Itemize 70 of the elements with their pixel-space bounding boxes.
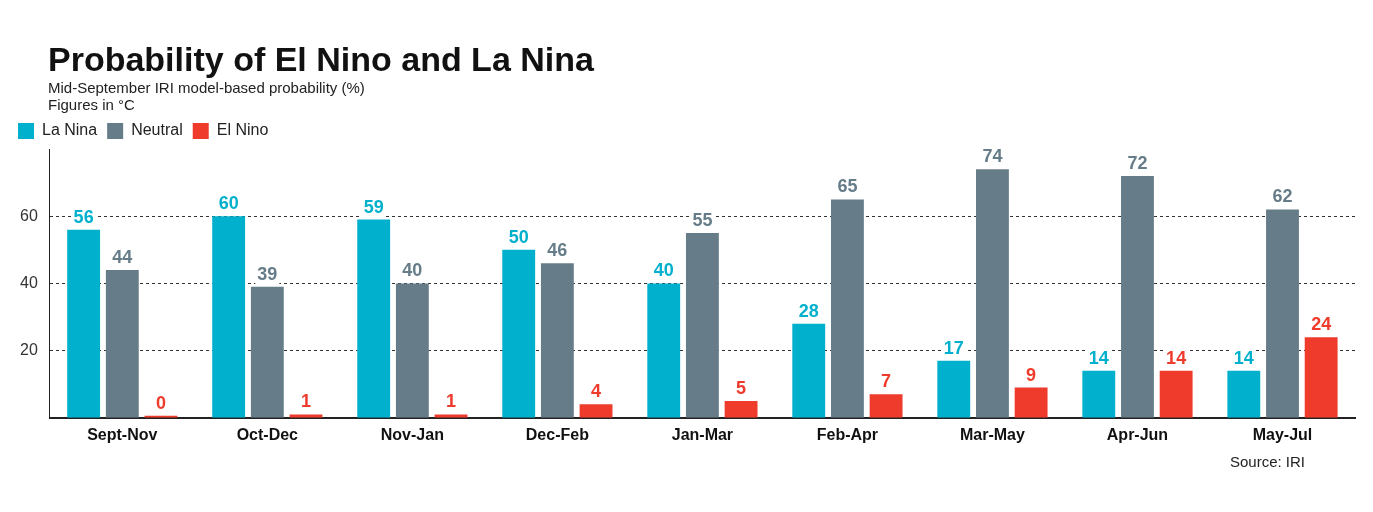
chart-title: Probability of El Nino and La Nina bbox=[48, 40, 595, 79]
data-label: 5 bbox=[736, 377, 747, 398]
x-tick-label: Dec-Feb bbox=[525, 425, 590, 443]
bar bbox=[540, 263, 574, 418]
legend-label: La Nina bbox=[42, 121, 98, 139]
x-tick-label: Apr-Jun bbox=[1106, 425, 1169, 443]
bar bbox=[937, 360, 971, 418]
bar bbox=[502, 249, 536, 418]
data-label: 14 bbox=[1088, 347, 1109, 368]
bar bbox=[869, 394, 903, 418]
bar bbox=[395, 283, 429, 418]
bar bbox=[1082, 370, 1116, 418]
bar bbox=[685, 233, 719, 418]
data-label: 28 bbox=[798, 300, 819, 321]
data-label: 46 bbox=[547, 240, 568, 261]
x-tick-label: Sept-Nov bbox=[87, 425, 158, 443]
data-label: 24 bbox=[1311, 314, 1332, 335]
bar bbox=[1304, 337, 1338, 418]
data-label: 74 bbox=[982, 146, 1003, 167]
data-label: 1 bbox=[301, 391, 312, 412]
data-label: 40 bbox=[402, 260, 423, 281]
bar bbox=[250, 286, 284, 418]
x-tick-label: Feb-Apr bbox=[816, 425, 879, 443]
y-tick-label: 20 bbox=[20, 341, 38, 359]
legend-label: Neutral bbox=[131, 121, 183, 139]
data-label: 39 bbox=[257, 263, 278, 284]
data-label: 40 bbox=[653, 260, 674, 281]
legend-label: El Nino bbox=[216, 121, 269, 139]
data-label: 17 bbox=[943, 337, 964, 358]
data-label: 56 bbox=[73, 206, 94, 227]
data-label: 65 bbox=[837, 176, 858, 197]
x-tick-label: May-Jul bbox=[1252, 425, 1313, 443]
data-label: 55 bbox=[692, 209, 713, 230]
bar bbox=[579, 404, 613, 418]
bar bbox=[1014, 387, 1048, 418]
bar bbox=[792, 323, 826, 418]
text: Figures in °C bbox=[48, 96, 136, 113]
bar bbox=[67, 229, 101, 418]
y-tick-label: 40 bbox=[20, 273, 38, 291]
x-tick-label: Nov-Jan bbox=[380, 425, 444, 443]
data-label: 62 bbox=[1272, 186, 1293, 207]
bar bbox=[212, 216, 246, 418]
x-tick-label: Jan-Mar bbox=[671, 425, 734, 443]
y-tick-label: 60 bbox=[20, 206, 38, 224]
data-label: 72 bbox=[1127, 152, 1148, 173]
data-label: 0 bbox=[155, 392, 166, 413]
data-label: 60 bbox=[218, 193, 239, 214]
bar bbox=[105, 269, 139, 418]
bar bbox=[1227, 370, 1261, 418]
data-label: 59 bbox=[363, 196, 384, 217]
x-tick-label: Oct-Dec bbox=[236, 425, 299, 443]
bar bbox=[357, 219, 391, 418]
data-label: 14 bbox=[1166, 347, 1187, 368]
x-tick-label: Mar-May bbox=[959, 425, 1025, 443]
bar bbox=[647, 283, 681, 418]
bar bbox=[976, 169, 1009, 418]
bar bbox=[830, 199, 864, 418]
source-note: Source: IRI bbox=[1228, 453, 1306, 470]
bar bbox=[1266, 209, 1299, 418]
bar bbox=[1121, 175, 1154, 418]
data-label: 4 bbox=[591, 381, 602, 402]
bar bbox=[724, 401, 758, 418]
chart-subtitle: Mid-September IRI model-based probability (%) bbox=[48, 79, 366, 96]
data-label: 44 bbox=[112, 246, 133, 267]
data-label: 1 bbox=[446, 391, 457, 412]
data-label: 9 bbox=[1026, 364, 1037, 385]
data-label: 14 bbox=[1233, 347, 1254, 368]
data-label: 7 bbox=[881, 371, 892, 392]
bar bbox=[1159, 370, 1193, 418]
data-label: 50 bbox=[508, 226, 529, 247]
